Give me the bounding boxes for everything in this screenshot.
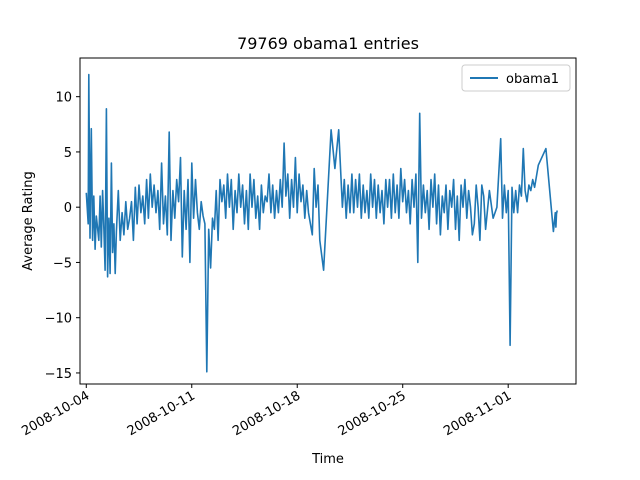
y-axis-label: Average Rating (21, 171, 36, 270)
y-tick-label: 10 (55, 91, 72, 106)
legend-entry-obama1: obama1 (506, 72, 559, 87)
legend: obama1 (461, 64, 571, 92)
y-tick-label: −10 (45, 312, 72, 327)
axes-frame (79, 57, 577, 385)
y-tick-label: 5 (64, 146, 72, 161)
y-tick-label: −15 (45, 367, 72, 382)
legend-box (461, 64, 571, 92)
plot-area (85, 73, 558, 373)
y-tick-label: −5 (53, 256, 72, 271)
chart-title: 79769 obama1 entries (237, 34, 419, 53)
x-axis-label: Time (311, 452, 344, 467)
y-tick-label: 0 (64, 201, 72, 216)
series-line-obama1 (85, 73, 558, 373)
y-axis: −15 −10 −5 0 5 10 (45, 91, 80, 382)
